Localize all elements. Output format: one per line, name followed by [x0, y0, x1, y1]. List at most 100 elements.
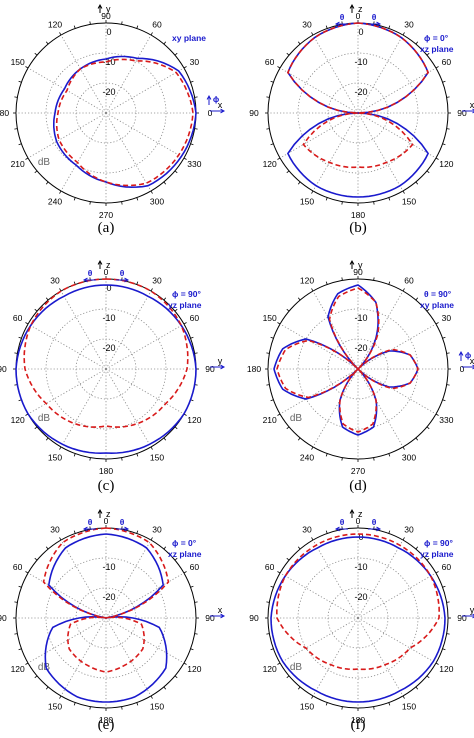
outer-tick — [311, 32, 314, 36]
outer-tick — [325, 197, 328, 201]
angle-tick-label: 270 — [351, 466, 365, 476]
outer-tick — [373, 706, 375, 710]
angle-tick-label: 30 — [152, 276, 162, 286]
angle-tick-label: 120 — [439, 664, 453, 674]
outer-tick — [446, 601, 450, 603]
component-arrow-right-head — [376, 526, 382, 532]
outer-tick — [45, 41, 49, 45]
angle-tick-label: 150 — [48, 452, 62, 462]
outer-tick — [415, 686, 419, 690]
angle-tick-label: 30 — [50, 525, 60, 535]
outer-tick — [446, 352, 450, 354]
outer-tick — [45, 437, 49, 441]
grid-spoke — [279, 617, 359, 664]
angle-tick-label-top: 0 — [104, 516, 109, 526]
outer-tick — [415, 297, 419, 301]
outer-tick — [18, 648, 22, 651]
outer-tick — [297, 181, 301, 185]
axis-up-arrow-head — [349, 259, 355, 265]
component-arrow-left-head — [334, 526, 340, 532]
angle-tick-label: 150 — [150, 452, 164, 462]
angle-tick-label: 60 — [13, 313, 23, 323]
angle-tick-label: 150 — [402, 701, 416, 711]
plane-annotation-2: yz plane — [420, 549, 454, 559]
angle-tick-label: 120 — [187, 415, 201, 425]
series-curve-2 — [55, 58, 194, 187]
outer-tick — [446, 128, 450, 130]
angle-tick-label: 210 — [263, 415, 277, 425]
outer-tick — [190, 648, 194, 651]
angle-tick-label: 90 — [205, 364, 215, 374]
angle-tick-label: 0 — [208, 108, 213, 118]
outer-tick — [311, 288, 314, 292]
outer-tick — [150, 695, 153, 699]
angle-tick-label: 180 — [0, 108, 9, 118]
radial-unit-label: dB — [290, 662, 303, 673]
outer-tick — [415, 181, 419, 185]
outer-tick — [402, 288, 405, 292]
grid-circle — [45, 557, 167, 679]
series-curve-2 — [42, 527, 170, 673]
outer-tick — [73, 25, 76, 29]
outer-tick — [14, 633, 18, 635]
outer-tick — [435, 322, 439, 325]
outer-tick — [163, 686, 167, 690]
grid-spoke — [357, 112, 437, 159]
angle-tick-label-top: 0 — [356, 516, 361, 526]
radial-tick-label: -10 — [102, 57, 115, 67]
outer-tick — [194, 96, 198, 98]
grid-spoke — [279, 323, 359, 370]
outer-tick — [297, 437, 301, 441]
outer-tick — [190, 585, 194, 588]
grid-spoke — [105, 539, 152, 619]
angle-tick-label: 60 — [442, 57, 452, 67]
radial-tick-label: -10 — [354, 562, 367, 572]
angle-tick-label: 180 — [99, 466, 113, 476]
outer-tick — [277, 571, 281, 574]
grid-spoke — [357, 539, 404, 619]
axis-right-label: x — [470, 100, 474, 110]
series-curve-2 — [276, 287, 419, 433]
grid-spoke — [60, 368, 107, 448]
outer-tick — [163, 437, 167, 441]
subfigure-caption: (a) — [98, 220, 115, 236]
component-label-right: θ — [120, 268, 125, 278]
angle-tick-label: 180 — [99, 715, 113, 725]
outer-tick — [136, 25, 139, 29]
outer-tick — [435, 157, 439, 160]
grid-spoke — [105, 368, 185, 415]
outer-tick — [174, 308, 178, 312]
outer-tick — [266, 128, 270, 130]
outer-tick — [34, 52, 38, 56]
grid-spoke — [357, 617, 404, 697]
radial-tick-label: 0 — [106, 27, 111, 37]
radial-tick-label: -20 — [102, 343, 115, 353]
polar-chart-4: 6030033030027024021018015012090-10-20dBy… — [247, 259, 474, 494]
plane-annotation-1: ϕ = 0° — [424, 33, 449, 43]
axis-up-arrow-head — [349, 508, 355, 514]
outer-tick — [45, 686, 49, 690]
plane-annotation-1: ϕ = 90° — [172, 289, 202, 299]
angle-tick-label: 90 — [249, 108, 259, 118]
series-curve-1 — [270, 536, 446, 703]
outer-tick — [136, 197, 139, 201]
outer-tick — [163, 297, 167, 301]
angle-tick-label-top: 0 — [104, 267, 109, 277]
outer-tick — [325, 281, 328, 285]
angle-tick-label: 150 — [11, 57, 25, 67]
outer-tick — [34, 308, 38, 312]
outer-tick — [402, 190, 405, 194]
axis-up-label: z — [358, 509, 363, 519]
outer-tick — [174, 52, 178, 56]
angle-tick-label: 330 — [187, 159, 201, 169]
grid-spoke — [60, 34, 107, 114]
outer-tick — [446, 384, 450, 386]
outer-tick — [297, 546, 301, 550]
grid-spoke — [357, 67, 437, 114]
outer-tick — [442, 336, 446, 339]
outer-tick — [297, 297, 301, 301]
angle-tick-label: 60 — [442, 562, 452, 572]
outer-tick — [59, 446, 62, 450]
axis-up-label: z — [106, 260, 111, 270]
